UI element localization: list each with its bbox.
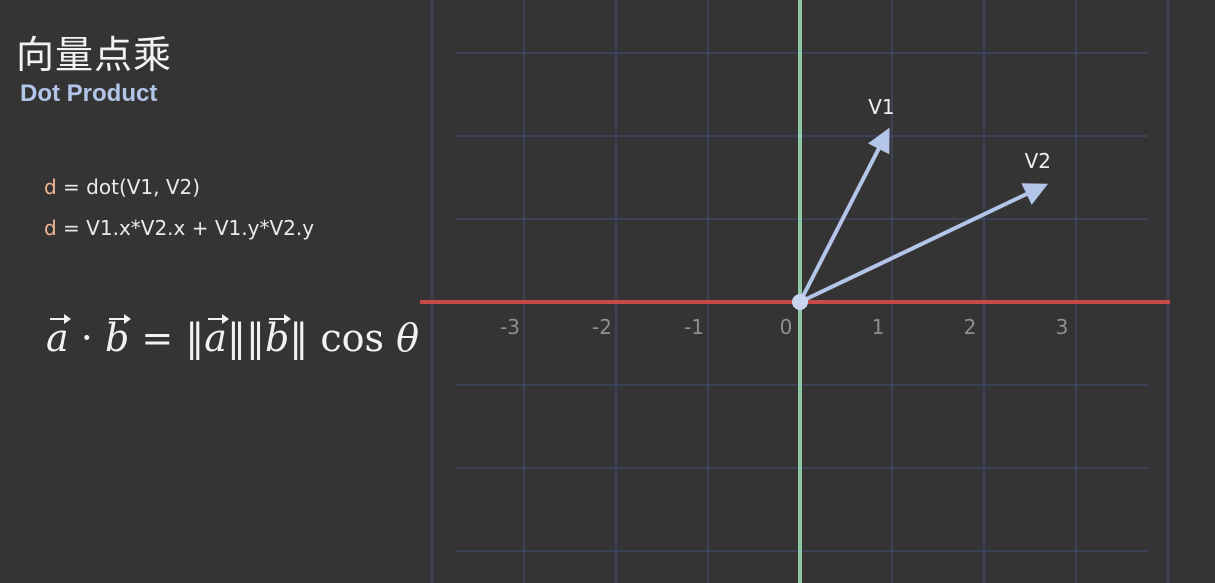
cos-function: cos [320,316,385,360]
norm-bar-open-b: ‖ [245,316,265,360]
x-tick-label: -2 [592,315,612,339]
vector-a-norm-symbol: a [204,314,229,360]
formula-expression: = V1.x*V2.x + V1.y*V2.y [56,216,315,240]
equals-sign: = [141,316,174,360]
slide-subtitle: Dot Product [20,80,158,107]
dot-product-equation: a · b = ‖a‖‖b‖ cos θ [46,314,420,360]
slide-title: 向量点乘 [16,33,173,77]
norm-bar-open-a: ‖ [185,316,205,360]
formula-component-sum: d = V1.x*V2.x + V1.y*V2.y [44,216,314,240]
dot-operator: · [80,316,93,360]
vector-a-symbol: a [46,314,71,360]
formula-dot-call: d = dot(V1, V2) [44,175,200,199]
x-tick-label: 0 [780,315,793,339]
formula-variable: d [44,175,57,199]
x-tick-label: 2 [964,315,977,339]
norm-bar-close-a: ‖ [226,316,246,360]
vector-arrow-v2 [799,183,1049,304]
vector-b-symbol: b [104,314,132,360]
x-tick-labels: -3 -2 -1 0 1 2 3 [500,315,1068,339]
vector-label-v1: V1 [868,95,894,119]
x-tick-label: -3 [500,315,520,339]
formula-expression: = dot(V1, V2) [56,175,201,199]
vector-arrow-v1 [798,127,890,303]
vectors: V1 V2 [798,95,1051,304]
formula-variable: d [44,216,57,240]
theta-symbol: θ [396,316,420,360]
x-tick-label: -1 [684,315,704,339]
origin-point [792,294,808,310]
x-tick-label: 3 [1056,315,1069,339]
norm-bar-close-b: ‖ [289,316,309,360]
vector-label-v2: V2 [1025,149,1051,173]
vector-b-norm-symbol: b [264,314,292,360]
x-tick-label: 1 [872,315,885,339]
